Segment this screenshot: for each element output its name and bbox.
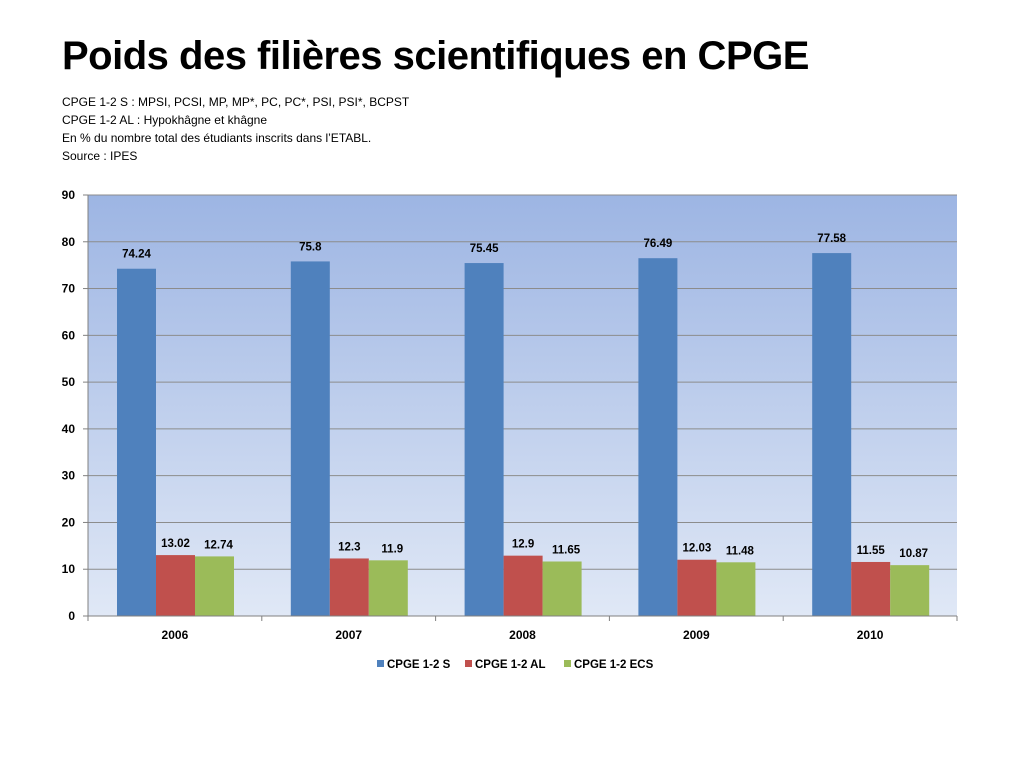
note-line: CPGE 1-2 S : MPSI, PCSI, MP, MP*, PC, PC…: [62, 95, 410, 109]
x-tick-label: 2010: [857, 628, 884, 642]
y-tick-label: 0: [68, 609, 75, 623]
y-tick-label: 10: [62, 562, 76, 576]
legend-label: CPGE 1-2 S: [387, 659, 451, 671]
legend-swatch: [465, 660, 472, 667]
note-line: Source : IPES: [62, 149, 138, 163]
data-label: 75.8: [299, 241, 322, 253]
y-tick-label: 50: [62, 375, 76, 389]
data-label: 11.65: [552, 545, 581, 557]
x-tick-label: 2008: [509, 628, 536, 642]
bar: [503, 555, 543, 616]
data-label: 12.03: [683, 543, 712, 555]
legend-label: CPGE 1-2 AL: [475, 659, 546, 671]
bar: [329, 558, 369, 616]
note-line: En % du nombre total des étudiants inscr…: [62, 131, 372, 145]
note-line: CPGE 1-2 AL : Hypokhâgne et khâgne: [62, 113, 268, 127]
data-label: 74.24: [122, 249, 151, 261]
y-tick-label: 60: [62, 328, 76, 342]
bar: [677, 559, 717, 616]
data-label: 12.3: [338, 541, 360, 553]
data-label: 11.55: [857, 545, 886, 557]
bar: [117, 268, 156, 616]
y-tick-label: 40: [62, 422, 76, 436]
bar: [638, 258, 678, 616]
bar: [290, 261, 330, 616]
data-label: 12.74: [204, 539, 233, 551]
data-label: 10.87: [899, 548, 928, 560]
bar: [156, 555, 195, 616]
data-label: 12.9: [512, 539, 534, 551]
bar: [812, 253, 852, 616]
y-tick-label: 70: [62, 282, 76, 296]
y-tick-label: 90: [62, 188, 76, 202]
bar: [195, 556, 234, 616]
plot-area: [88, 195, 957, 616]
bar: [464, 263, 504, 616]
x-tick-label: 2006: [162, 628, 189, 642]
x-tick-label: 2007: [335, 628, 362, 642]
y-tick-label: 20: [62, 515, 76, 529]
y-tick-label: 30: [62, 469, 76, 483]
legend-label: CPGE 1-2 ECS: [574, 659, 654, 671]
bar: [716, 562, 756, 616]
bar: [890, 565, 930, 616]
legend-swatch: [377, 660, 384, 667]
bar: [851, 561, 891, 616]
data-label: 76.49: [644, 238, 673, 250]
slide-notes: CPGE 1-2 S : MPSI, PCSI, MP, MP*, PC, PC…: [62, 93, 409, 165]
slide-title: Poids des filières scientifiques en CPGE: [62, 34, 809, 78]
data-label: 11.48: [726, 545, 755, 557]
bar: [542, 561, 582, 616]
data-label: 75.45: [470, 243, 499, 255]
legend-swatch: [564, 660, 571, 667]
bar: [368, 560, 408, 616]
x-tick-label: 2009: [683, 628, 710, 642]
data-label: 77.58: [817, 233, 846, 245]
y-tick-label: 80: [62, 235, 76, 249]
data-label: 13.02: [161, 538, 190, 550]
data-label: 11.9: [381, 543, 403, 555]
